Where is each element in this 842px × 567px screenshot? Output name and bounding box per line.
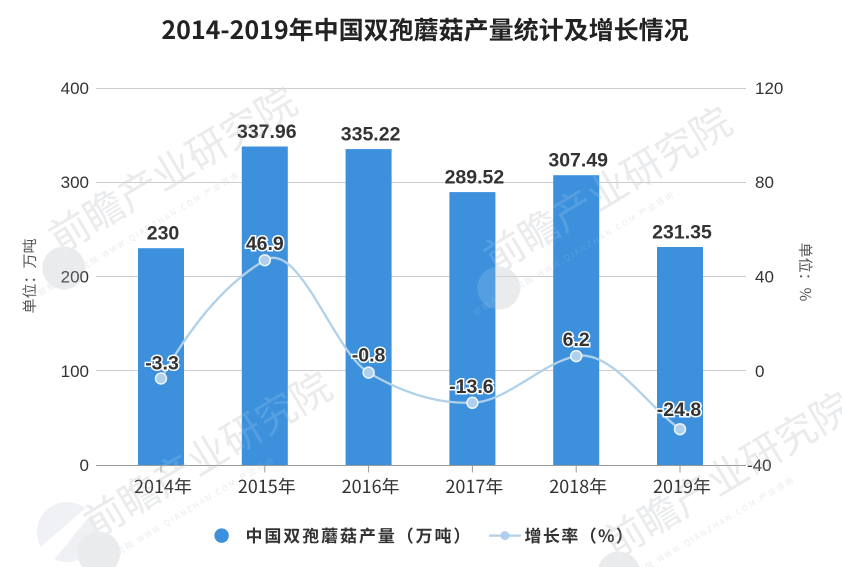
svg-text:337.96: 337.96 <box>237 121 297 143</box>
svg-text:300: 300 <box>61 173 89 192</box>
svg-text:-0.8: -0.8 <box>352 345 386 367</box>
svg-text:40: 40 <box>755 268 774 287</box>
svg-text:0: 0 <box>755 362 764 381</box>
svg-text:-24.8: -24.8 <box>657 399 702 421</box>
svg-text:46.9: 46.9 <box>246 233 284 255</box>
svg-text:0: 0 <box>80 456 89 475</box>
svg-text:6.2: 6.2 <box>563 329 590 351</box>
svg-text:335.22: 335.22 <box>341 124 401 146</box>
svg-text:307.49: 307.49 <box>548 150 608 172</box>
svg-text:231.35: 231.35 <box>652 221 712 243</box>
svg-text:289.52: 289.52 <box>445 167 505 189</box>
svg-text:100: 100 <box>61 362 89 381</box>
svg-text:80: 80 <box>755 173 774 192</box>
svg-text:230: 230 <box>147 223 180 245</box>
svg-text:-3.3: -3.3 <box>145 353 179 375</box>
svg-text:120: 120 <box>755 79 783 98</box>
svg-text:400: 400 <box>61 79 89 98</box>
svg-text:-13.6: -13.6 <box>449 376 494 398</box>
svg-text:-40: -40 <box>747 456 772 475</box>
